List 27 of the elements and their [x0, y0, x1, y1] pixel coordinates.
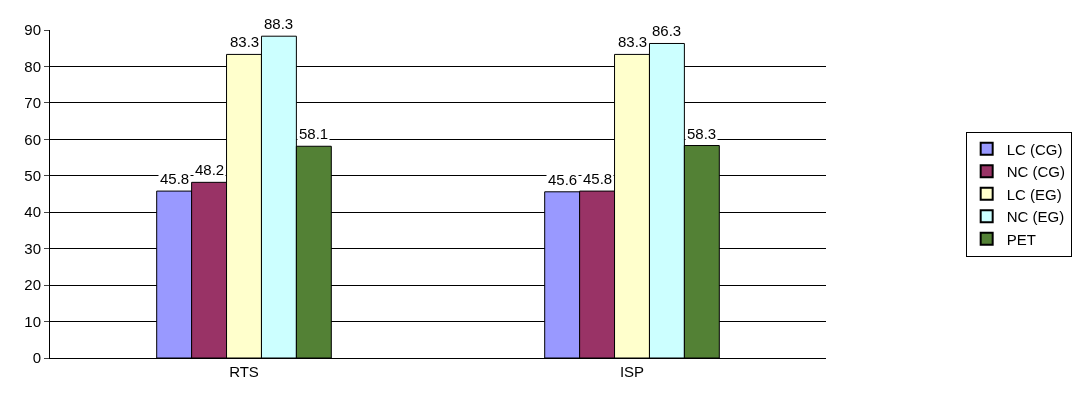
x-tick-label: ISP	[619, 363, 645, 380]
legend-label: PET	[1006, 230, 1036, 248]
y-tick-label: 30	[24, 239, 41, 257]
data-label: 83.3	[230, 33, 260, 50]
y-tick-label: 20	[24, 276, 41, 294]
data-label: 88.3	[264, 15, 294, 32]
data-label: 58.3	[687, 125, 717, 142]
data-label: 45.8	[583, 170, 613, 187]
legend-label: LC (EG)	[1006, 185, 1062, 203]
data-label: 58.1	[299, 125, 329, 142]
data-label: 83.3	[618, 33, 648, 50]
y-tick-label: 70	[24, 94, 41, 112]
x-tick-label: RTS	[229, 363, 259, 380]
data-label: 48.2	[195, 161, 225, 178]
legend-label: NC (CG)	[1006, 163, 1066, 181]
y-tick-label: 60	[24, 130, 41, 148]
y-tick-label: 10	[24, 312, 41, 330]
data-label: 45.8	[160, 170, 190, 187]
y-tick-label: 90	[24, 21, 41, 39]
y-tick-label: 80	[24, 57, 41, 75]
legend-label: NC (EG)	[1006, 208, 1065, 226]
data-label: 86.3	[652, 22, 682, 39]
legend-label: LC (CG)	[1006, 140, 1063, 158]
y-tick-label: 0	[32, 349, 41, 367]
y-tick-label: 40	[24, 203, 41, 221]
y-tick-label: 50	[24, 167, 41, 185]
data-label: 45.6	[548, 171, 578, 188]
